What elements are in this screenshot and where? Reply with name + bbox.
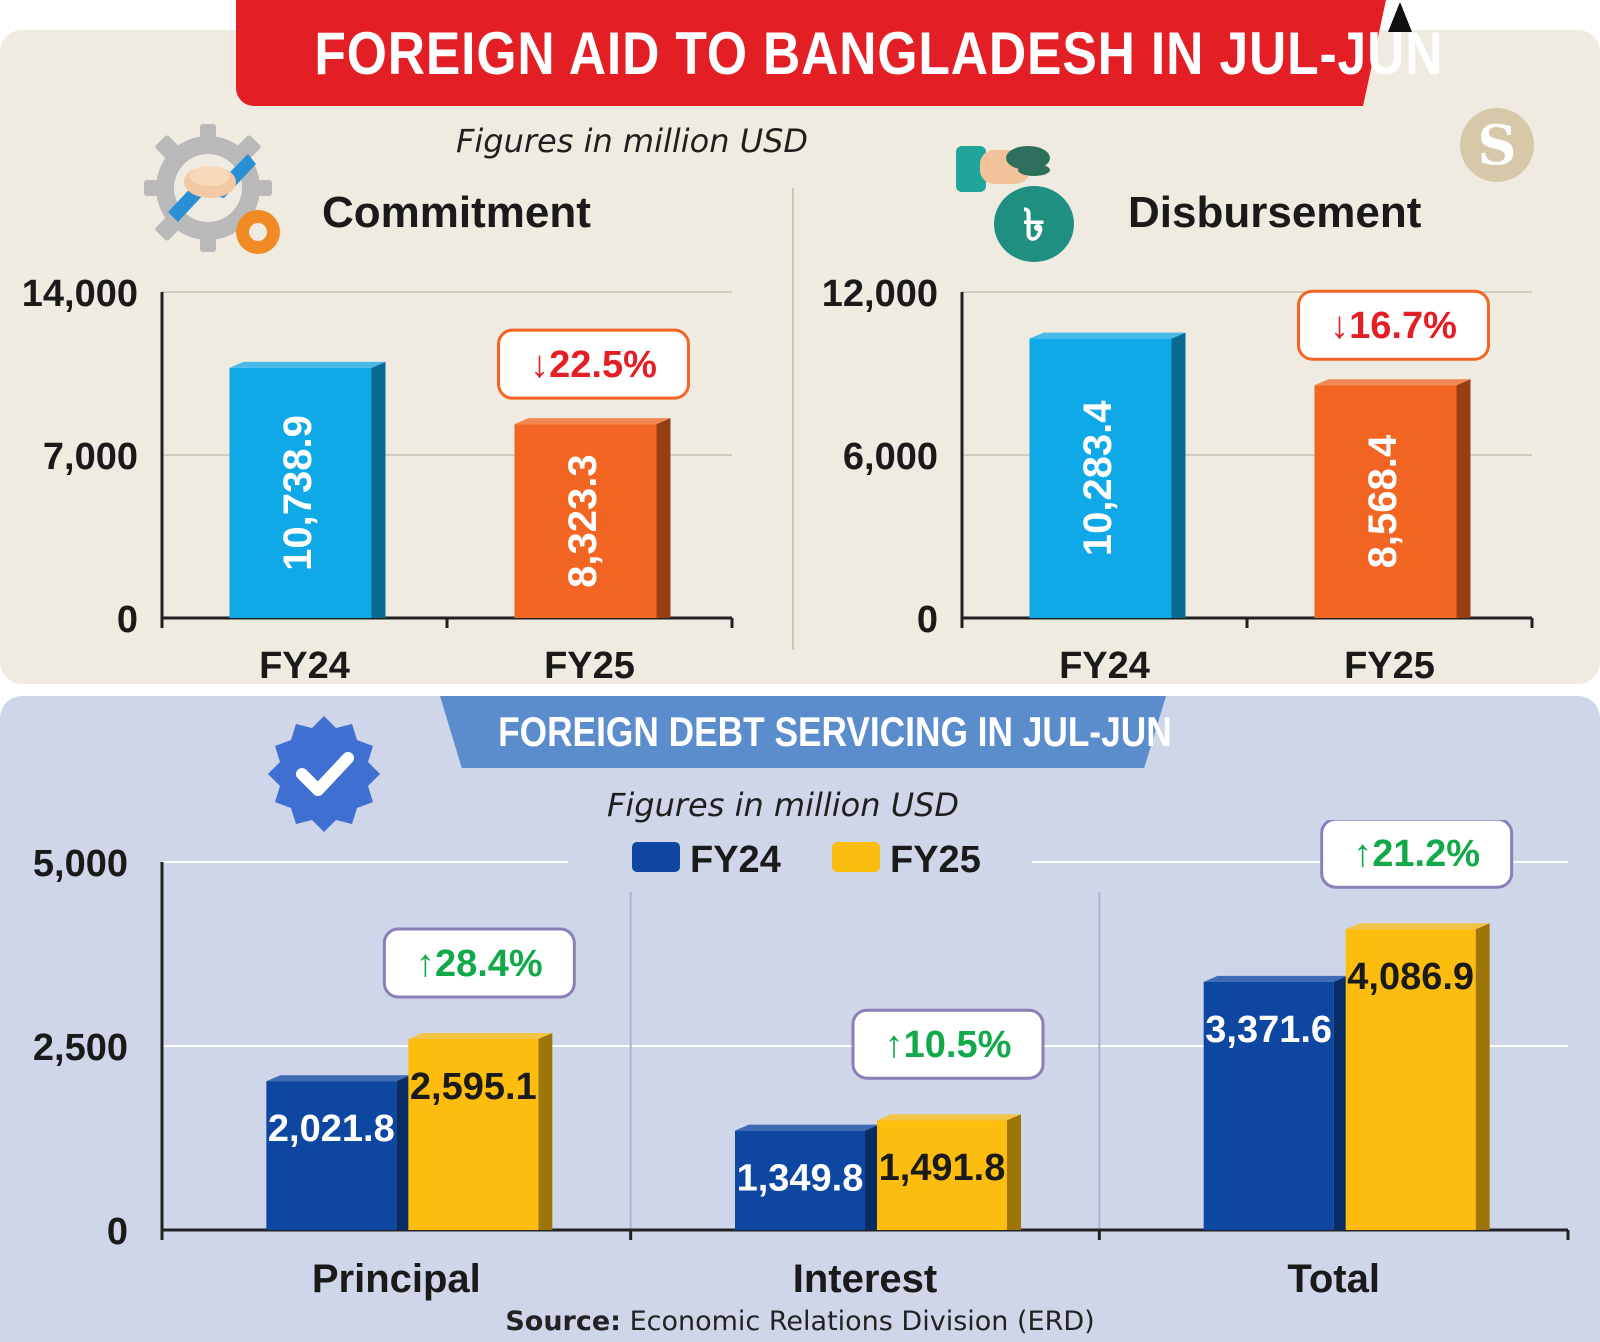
y-tick-label: 0 [107,1211,128,1253]
handshake-gear-icon [138,120,288,274]
change-badge-box [497,328,690,400]
debt-banner [440,696,1166,768]
change-badge-label: ↑28.4% [416,943,543,985]
debt-servicing-chart: 0 2,500 5,000 FY24 FY25 2,021.8 2,595.1 ↑28.4% P… [33,820,1570,1301]
y-tick-label: 6,000 [843,436,938,478]
change-badge-label: ↑21.2% [1353,833,1480,875]
y-tick-label: 0 [117,599,138,641]
triangle-marker-icon [1388,2,1412,32]
commitment-heading: Commitment [322,188,591,237]
bar-value-label: 10,738.9 [276,415,320,571]
bar-interest-fy24-side [865,1124,879,1230]
bar-interest-fy24-top [735,1124,879,1131]
bar-value-label: 1,491.8 [879,1147,1006,1189]
bar-fy25 [514,424,657,618]
bar-principal-fy24-side [396,1075,411,1230]
bar-value-label: 1,349.8 [737,1158,864,1200]
bar-principal-fy24-top [266,1075,411,1082]
change-badge-label: ↓22.5% [530,344,657,386]
page-title: FOREIGN AID TO BANGLADESH IN JUL-JUN [314,20,1444,87]
bar-total-fy24 [1203,981,1334,1230]
y-tick-label: 0 [917,599,938,641]
bar-total-fy24-side [1333,975,1348,1230]
bar-interest-fy25-side [1007,1114,1021,1230]
y-tick-label: 7,000 [43,436,138,478]
change-badge-label: ↓16.7% [1330,305,1457,347]
y-tick-label: 2,500 [33,1027,128,1069]
bar-principal-fy25 [408,1039,539,1230]
change-badge-box [1297,289,1490,361]
bar-total-fy24-top [1203,975,1348,982]
commitment-chart: 0 7,000 14,000 10,738.9 FY24 8,323.3 FY25 ↓22.5… [22,273,734,687]
debt-units-subtitle: Figures in million USD [607,786,960,824]
source-label: Source: [505,1306,621,1337]
bar-value-label: 3,371.6 [1205,1009,1332,1051]
change-badge-box [1320,820,1514,889]
bar-value-label: 10,283.4 [1076,400,1120,556]
bar-value-label: 2,595.1 [410,1066,537,1108]
bar-principal-fy24 [266,1081,397,1230]
verified-badge-icon [262,712,386,840]
source-line: Source: Economic Relations Division (ERD… [0,1306,1600,1337]
change-badge-label: ↑10.5% [885,1024,1012,1066]
bar-fy24 [229,367,372,618]
bar-total-fy25-side [1475,923,1490,1230]
category-label: FY25 [544,645,635,687]
bar-interest-fy24 [735,1130,865,1230]
bar-principal-fy25-top [408,1033,553,1040]
bar-fy25 [1314,385,1457,618]
top-units-subtitle: Figures in million USD [456,122,809,160]
bar-fy24 [1029,338,1172,618]
source-text: Economic Relations Division (ERD) [629,1306,1095,1337]
title-banner [236,0,1386,106]
bar-value-label: 8,323.3 [561,454,605,587]
bar-principal-fy25-side [538,1033,553,1230]
bar-fy24-top [229,361,386,368]
bar-interest-fy25-top [877,1114,1021,1121]
change-badge-box [382,927,576,999]
y-tick-label: 5,000 [33,843,128,885]
category-label: FY25 [1344,645,1435,687]
disbursement-heading: Disbursement [1128,188,1422,237]
category-label: Total [1287,1257,1380,1301]
bar-total-fy25 [1345,929,1476,1230]
bar-fy24-top [1029,332,1186,339]
change-badge-box [851,1008,1045,1080]
y-tick-label: 14,000 [22,273,138,315]
bar-value-label: 4,086.9 [1347,956,1474,998]
bar-value-label: 8,568.4 [1361,434,1405,568]
bar-fy24-side [371,361,386,618]
y-tick-label: 12,000 [822,273,938,315]
panel-divider [792,188,794,650]
legend-label: FY24 [690,839,781,881]
bar-fy25-side [1456,379,1471,618]
bar-fy25-side [656,418,671,618]
ds-logo-icon: S [1460,108,1534,182]
bar-interest-fy25 [877,1120,1007,1230]
category-label: Principal [312,1257,481,1301]
legend-swatch [632,842,680,872]
bar-fy25-top [514,418,671,425]
debt-title: FOREIGN DEBT SERVICING IN JUL-JUN [498,708,1172,755]
money-bag-icon: ৳ [950,128,1100,272]
category-label: FY24 [1059,645,1150,687]
category-label: Interest [793,1257,938,1301]
svg-text:৳: ৳ [1023,201,1045,250]
bar-value-label: 2,021.8 [268,1108,395,1150]
legend-label: FY25 [890,839,981,881]
bar-fy25-top [1314,379,1471,386]
category-label: FY24 [259,645,350,687]
bar-total-fy25-top [1345,923,1490,930]
disbursement-chart: 0 6,000 12,000 10,283.4 FY24 8,568.4 FY25 ↓16.7… [822,273,1534,687]
legend-swatch [832,842,880,872]
bar-fy24-side [1171,332,1186,618]
